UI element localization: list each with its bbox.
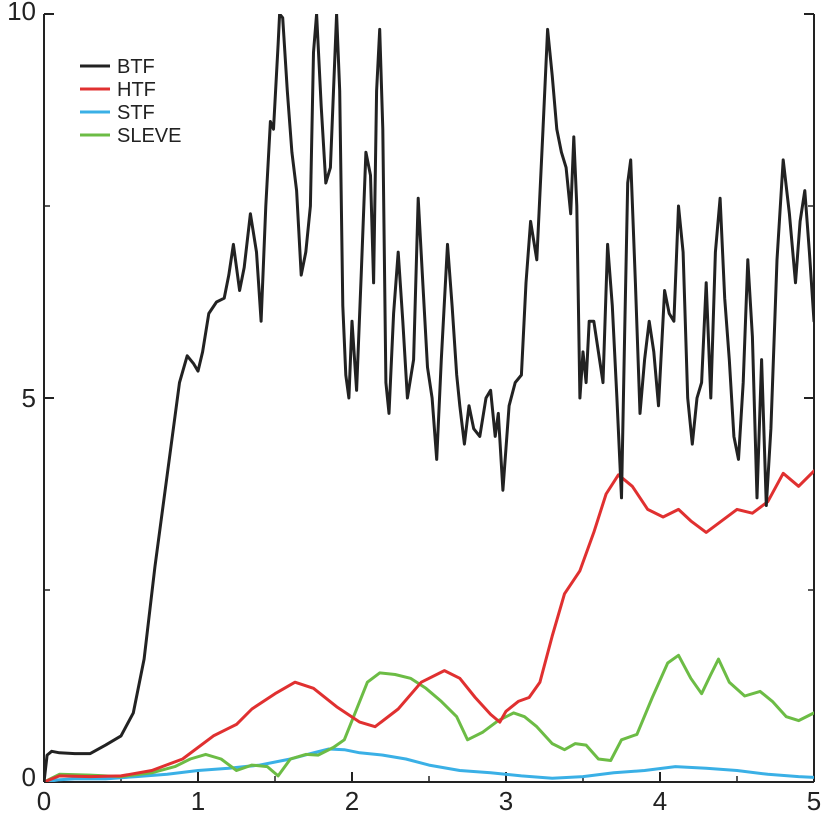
x-tick-label: 1	[191, 786, 205, 816]
series-line-sleve	[44, 653, 814, 782]
series-line-btf	[44, 14, 814, 782]
x-tick-label: 0	[37, 786, 51, 816]
legend-label-stf: STF	[117, 102, 155, 124]
x-tick-label: 2	[345, 786, 359, 816]
legend-label-sleve: SLEVE	[117, 125, 181, 147]
series-line-htf	[44, 469, 814, 782]
x-tick-label: 5	[807, 786, 821, 816]
x-tick-label: 4	[653, 786, 667, 816]
series-line-stf	[44, 747, 814, 782]
x-tick-label: 3	[499, 786, 513, 816]
y-tick-label: 0	[22, 762, 36, 792]
series-lines	[44, 14, 814, 782]
legend-label-htf: HTF	[117, 79, 156, 101]
y-tick-label: 10	[7, 0, 36, 26]
legend-label-btf: BTF	[117, 56, 155, 78]
y-tick-label: 5	[22, 383, 36, 413]
